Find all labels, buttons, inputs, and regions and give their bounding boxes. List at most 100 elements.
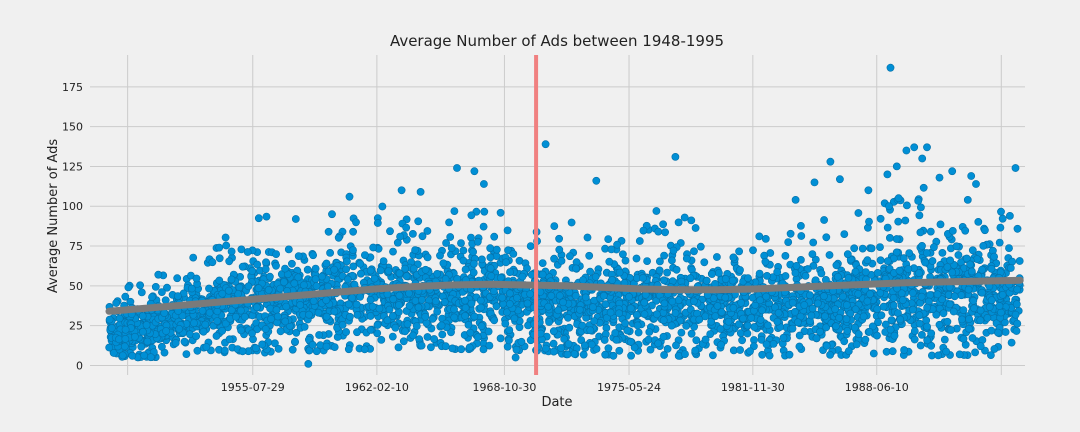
scatter-point [550,254,558,263]
scatter-point [972,180,980,188]
scatter-point [409,264,418,273]
scatter-point [779,333,788,342]
scatter-point [385,305,394,314]
scatter-point [212,332,221,340]
scatter-point [652,207,661,215]
scatter-point [248,267,257,275]
scatter-point [446,233,455,241]
scatter-point [254,214,263,223]
scatter-point [997,308,1005,317]
scatter-point [225,257,234,266]
scatter-point [890,331,899,340]
scatter-point [565,323,574,332]
scatter-point [1008,257,1017,266]
scatter-point [923,322,931,331]
scatter-point [1013,285,1022,294]
scatter-point [405,289,413,298]
scatter-point [817,269,826,278]
scatter-point [843,326,852,335]
scatter-point [572,264,580,273]
scatter-point [995,238,1004,247]
scatter-point [1011,310,1020,319]
scatter-point [978,288,986,297]
scatter-point [138,327,147,336]
scatter-point [303,265,312,274]
scatter-point [765,351,774,360]
scatter-point [140,351,148,360]
scatter-point [970,304,978,313]
scatter-point [898,296,907,304]
scatter-point [215,276,224,285]
scatter-point [545,318,553,326]
scatter-point [966,260,974,269]
scatter-point [199,327,208,336]
tick-labels: 0 25 50 75 100 125 150 175 1955-07-29 1962-02-10 1… [62,81,909,394]
scatter-point [412,322,421,330]
scatter-point [680,213,689,222]
scatter-point [366,266,375,275]
scatter-point [227,306,236,314]
scatter-point [599,291,608,300]
scatter-point [708,270,716,278]
scatter-point [418,232,427,241]
scatter-point [417,295,426,304]
scatter-point [998,214,1007,223]
scatter-point [330,265,339,274]
scatter-point [330,307,339,316]
scatter-point [814,299,822,308]
scatter-point [428,314,437,323]
scatter-point [686,274,695,283]
scatter-point [112,299,121,307]
scatter-point [709,351,717,360]
scatter-point [915,311,924,320]
scatter-point [504,336,513,345]
scatter-point [701,312,710,321]
scatter-point [968,334,977,342]
scatter-point [682,321,691,330]
scatter-point [511,353,520,362]
scatter-point [603,313,611,322]
scatter-point [711,312,720,321]
scatter-point [716,325,725,333]
scatter-point [403,320,412,328]
scatter-point [876,214,885,223]
scatter-point [512,345,521,354]
scatter-point [918,330,926,339]
scatter-point [774,308,783,317]
scatter-point [586,267,594,276]
scatter-point [928,257,937,265]
scatter-point [243,248,252,256]
scatter-point [758,306,766,315]
scatter-point [272,261,280,270]
scatter-point [173,274,182,283]
scatter-point [396,232,404,241]
scatter-point [781,272,790,280]
scatter-point [954,251,963,259]
scatter-point [896,315,905,324]
scatter-point [137,288,146,297]
scatter-point [969,296,978,305]
scatter-point [461,265,470,274]
scatter-point [244,282,253,291]
scatter-point [934,351,943,360]
scatter-point [691,346,700,355]
scatter-point [264,285,273,294]
scatter-point [965,324,973,333]
scatter-point [334,233,343,242]
scatter-point [900,346,908,354]
scatter-point [190,319,198,327]
scatter-point [672,341,680,350]
scatter-point [258,340,267,349]
scatter-point [536,329,545,338]
scatter-point [124,283,133,292]
scatter-point [466,328,475,337]
scatter-point [976,316,985,325]
scatter-point [294,252,303,260]
scatter-point [876,256,885,265]
scatter-point [505,289,514,298]
scatter-point [479,180,488,188]
y-tick-label: 25 [69,320,83,333]
scatter-point [881,320,890,329]
scatter-point [854,209,863,217]
scatter-point [905,249,914,257]
